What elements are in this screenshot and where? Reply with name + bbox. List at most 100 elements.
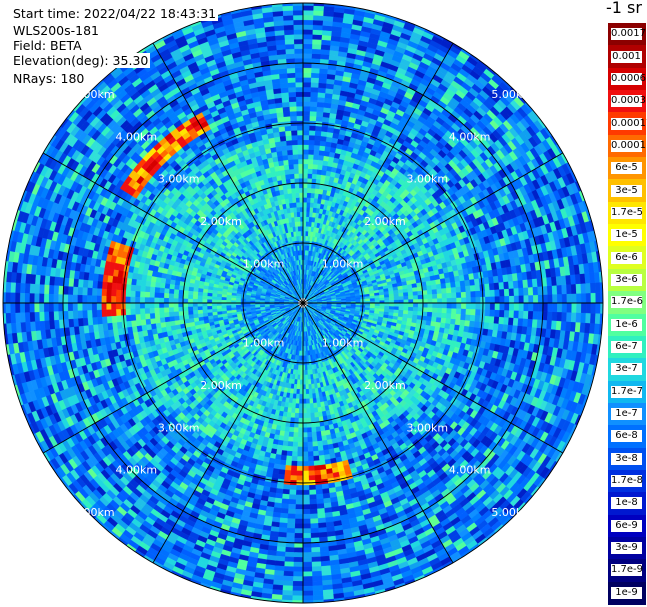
range-gate-cell (302, 62, 312, 69)
range-gate-cell (302, 77, 312, 83)
range-gate-cell (426, 289, 433, 295)
range-gate-cell (298, 187, 304, 193)
range-gate-cell (310, 192, 315, 199)
range-gate-cell (485, 296, 491, 304)
range-gate-cell (527, 286, 534, 296)
range-gate-cell (508, 288, 515, 297)
range-gate-cell (474, 284, 481, 292)
range-gate-cell (282, 106, 290, 113)
range-gate-cell (283, 164, 290, 171)
range-gate-cell (302, 5, 314, 11)
range-gate-cell (316, 96, 325, 103)
range-gate-cell (297, 149, 304, 155)
range-gate-cell (417, 298, 424, 304)
range-gate-cell (312, 163, 318, 170)
range-gate-cell (294, 182, 300, 189)
range-gate-cell (298, 192, 304, 198)
range-gate-cell (311, 34, 323, 40)
range-gate-cell (318, 145, 326, 152)
range-gate-cell (296, 216, 301, 222)
range-gate-cell (309, 106, 317, 112)
range-gate-cell (302, 163, 309, 169)
range-gate-cell (316, 169, 322, 175)
range-gate-cell (288, 168, 295, 175)
range-gate-cell (484, 283, 490, 291)
range-gate-cell (295, 96, 304, 102)
range-gate-cell (314, 188, 320, 194)
range-gate-cell (294, 178, 300, 184)
range-gate-cell (308, 144, 315, 151)
range-gate-cell (461, 297, 467, 304)
range-gate-cell (284, 130, 292, 137)
range-gate-cell (398, 299, 405, 304)
range-gate-cell (512, 280, 519, 289)
range-gate-cell (427, 293, 433, 299)
range-gate-cell (306, 197, 311, 203)
range-gate-cell (311, 38, 322, 45)
range-gate-cell (296, 134, 304, 141)
range-gate-cell (310, 86, 319, 93)
range-gate-cell (295, 91, 304, 97)
range-gate-cell (309, 115, 317, 122)
range-gate-cell (283, 29, 294, 36)
range-gate-cell (283, 24, 294, 31)
range-gate-cell (278, 72, 288, 79)
range-gate-cell (523, 287, 529, 296)
range-gate-cell (302, 139, 309, 145)
range-gate-cell (310, 72, 320, 79)
range-gate-cell (432, 298, 438, 304)
range-gate-cell (280, 145, 288, 152)
range-gate-cell (508, 280, 514, 289)
range-gate-cell (316, 101, 325, 108)
range-gate-cell (590, 282, 596, 294)
range-gate-cell (441, 297, 448, 304)
range-gate-cell (302, 29, 313, 35)
range-gate-cell (293, 173, 299, 179)
range-gate-cell (284, 173, 291, 180)
range-gate-cell (282, 14, 294, 21)
range-gate-cell (594, 281, 601, 294)
range-gate-cell (320, 126, 328, 133)
range-gate-cell (306, 187, 312, 194)
range-gate-cell (293, 43, 304, 50)
range-gate-cell (412, 294, 419, 300)
range-gate-cell (286, 149, 293, 156)
range-gate-cell (315, 111, 324, 118)
range-gate-cell (445, 282, 452, 289)
range-gate-cell (431, 288, 438, 295)
range-gate-cell (295, 81, 304, 88)
range-gate-cell (403, 295, 409, 300)
range-gate-cell (315, 116, 323, 122)
range-gate-cell (299, 201, 304, 208)
range-gate-cell (556, 284, 563, 295)
range-gate-cell (294, 62, 304, 69)
range-gate-cell (312, 10, 324, 16)
range-gate-cell (318, 72, 328, 79)
range-gate-cell (288, 101, 297, 107)
range-gate-cell (297, 153, 304, 160)
range-gate-cell (440, 282, 447, 289)
range-gate-cell (308, 134, 315, 141)
range-gate-cell (302, 19, 314, 26)
range-gate-cell (393, 296, 400, 301)
range-gate-cell (302, 206, 307, 213)
range-gate-cell (527, 278, 534, 288)
range-gate-cell (278, 68, 288, 75)
range-gate-cell (281, 5, 294, 12)
range-gate-cell (290, 183, 296, 189)
range-gate-cell (302, 173, 308, 179)
range-gate-cell (575, 283, 582, 294)
range-gate-cell (287, 77, 296, 83)
range-gate-cell (307, 149, 314, 155)
range-gate-cell (412, 290, 419, 296)
range-gate-cell (537, 294, 544, 304)
range-gate-cell (465, 291, 472, 298)
range-gate-cell (290, 130, 298, 136)
range-gate-cell (282, 19, 294, 26)
range-gate-cell (291, 139, 298, 146)
range-gate-cell (307, 158, 314, 165)
range-gate-cell (287, 82, 296, 88)
range-gate-cell (313, 139, 321, 146)
range-gate-cell (494, 295, 501, 304)
range-gate-cell (436, 293, 443, 299)
